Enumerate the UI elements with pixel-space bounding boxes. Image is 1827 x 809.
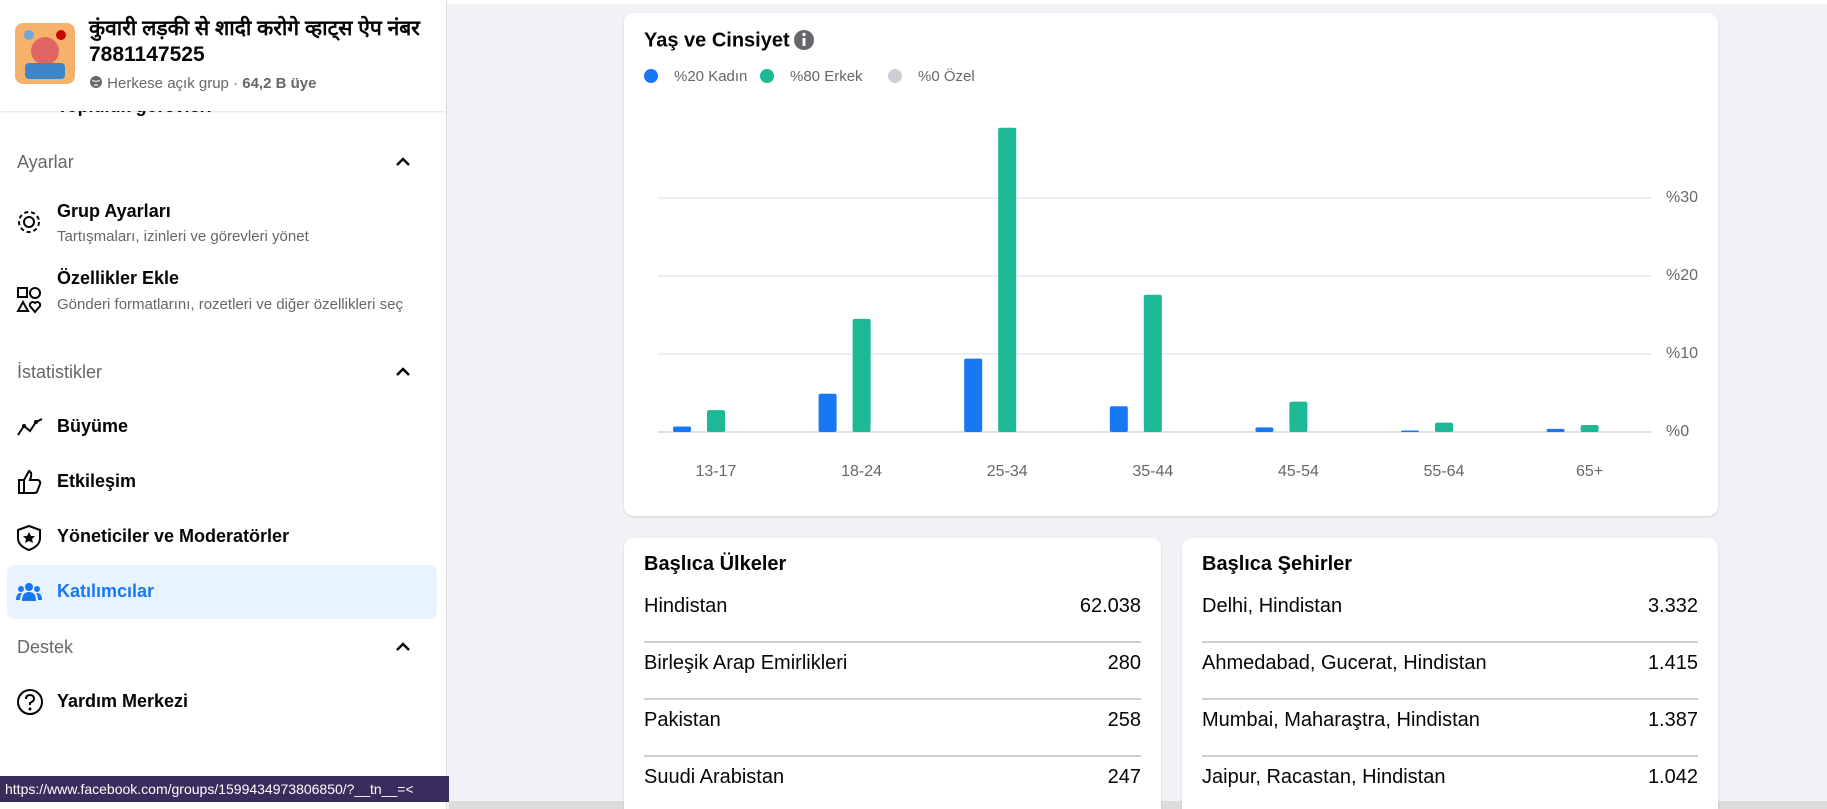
row-label: Delhi, Hindistan xyxy=(1202,595,1343,617)
menu-item[interactable]: Grup Ayarları xyxy=(57,201,171,221)
x-tick-label: 55-64 xyxy=(1424,463,1465,480)
bar xyxy=(1435,422,1453,432)
x-tick-label: 13-17 xyxy=(696,463,737,480)
menu-item[interactable]: Büyüme xyxy=(57,416,129,436)
table-row: Delhi, Hindistan 3.332 xyxy=(1202,586,1698,643)
table-row: Mumbai, Maharaştra, Hindistan 1.387 xyxy=(1202,700,1698,757)
y-tick-label: %20 xyxy=(1666,267,1698,284)
group-header: कुंवारी लड़की से शादी करोगे व्हाट्स ऐप न… xyxy=(0,0,446,111)
x-tick-label: 45-54 xyxy=(1278,463,1319,480)
legend-label: %0 Özel xyxy=(918,67,975,85)
menu-description: Tartışmaları, izinleri ve görevleri yöne… xyxy=(57,228,309,245)
bar xyxy=(1580,424,1599,432)
bar xyxy=(1289,401,1308,432)
bar xyxy=(1109,406,1128,432)
row-value: 3.332 xyxy=(1647,595,1698,617)
collapse-button[interactable] xyxy=(394,638,412,656)
table-card: Başlıca Şehirler Delhi, Hindistan 3.332 Ahm… xyxy=(1182,538,1718,809)
row-value: 1.387 xyxy=(1647,709,1698,731)
members[interactable]: 64,2 B üye xyxy=(229,75,317,92)
row-label: Jaipur, Racastan, Hindistan xyxy=(1202,766,1446,788)
x-tick-label: 65+ xyxy=(1576,463,1603,480)
status-url: https://www.facebook.com/groups/15994349… xyxy=(0,776,449,802)
section-title: Destek xyxy=(17,637,74,657)
shield-icon xyxy=(17,524,41,552)
chart-title: Yaş ve Cinsiyet xyxy=(644,29,790,51)
bar xyxy=(964,358,983,432)
members-icon xyxy=(16,583,42,601)
collapse-button[interactable] xyxy=(394,153,412,171)
bar xyxy=(1255,427,1274,432)
gear-icon xyxy=(18,211,40,233)
group-info: Herkese açık grup64,2 B üye xyxy=(89,75,316,92)
group-name[interactable]: कुंवारी लड़की से शादी करोगे व्हाट्स ऐप न… xyxy=(89,17,420,66)
y-tick-label: %10 xyxy=(1666,345,1698,362)
row-value: 280 xyxy=(1107,652,1141,674)
legend-marker xyxy=(644,69,658,83)
y-tick-label: %30 xyxy=(1666,189,1698,206)
row-value: 1.415 xyxy=(1647,652,1698,674)
globe-icon xyxy=(90,76,102,88)
table-row: Pakistan 258 xyxy=(644,700,1141,757)
chart-card: Yaş ve Cinsiyet %20 Kadın %80 Erkek %0 Öze… xyxy=(624,13,1718,516)
table-title: Başlıca Ülkeler xyxy=(644,553,787,575)
active-highlight xyxy=(7,565,437,619)
menu-description: Gönderi formatlarını, rozetleri ve diğer… xyxy=(57,296,403,313)
bar xyxy=(852,318,871,432)
bar xyxy=(1546,428,1565,432)
table-row: Hindistan 62.038 xyxy=(644,586,1141,643)
x-tick-label: 25-34 xyxy=(987,463,1028,480)
chart: Yaş ve Cinsiyet %20 Kadın %80 Erkek %0 Öze… xyxy=(644,29,1698,480)
growth-icon xyxy=(17,418,43,436)
bar xyxy=(818,393,837,432)
info-icon[interactable] xyxy=(794,30,814,50)
row-value: 1.042 xyxy=(1647,766,1698,788)
row-value: 247 xyxy=(1107,766,1141,788)
like-icon xyxy=(18,469,42,494)
section-title: İstatistikler xyxy=(17,362,103,382)
table-title: Başlıca Şehirler xyxy=(1202,553,1353,575)
legend-marker xyxy=(888,69,902,83)
row-value: 62.038 xyxy=(1079,595,1141,617)
legend-marker xyxy=(760,69,774,83)
x-tick-label: 18-24 xyxy=(841,463,882,480)
menu-item[interactable]: Özellikler Ekle xyxy=(57,268,180,288)
legend-label: %80 Erkek xyxy=(790,68,863,85)
row-value: 258 xyxy=(1107,709,1141,731)
top-bar xyxy=(447,0,1827,4)
table-row: Ahmedabad, Gucerat, Hindistan 1.415 xyxy=(1202,643,1698,700)
menu-item[interactable]: Yöneticiler ve Moderatörler xyxy=(57,526,290,546)
row-label: Ahmedabad, Gucerat, Hindistan xyxy=(1202,652,1487,674)
row-label: Mumbai, Maharaştra, Hindistan xyxy=(1202,709,1480,731)
sidebar: Topluluk görevleri कुंवारी लड़की से शादी… xyxy=(0,0,447,809)
section-title: Ayarlar xyxy=(17,152,74,172)
collapse-button[interactable] xyxy=(394,363,412,381)
help-icon xyxy=(17,689,43,715)
x-tick-label: 35-44 xyxy=(1132,463,1173,480)
row-label: Pakistan xyxy=(644,709,721,731)
row-label: Birleşik Arap Emirlikleri xyxy=(644,652,848,674)
menu-item[interactable]: Katılımcılar xyxy=(57,581,155,601)
table-row: Birleşik Arap Emirlikleri 280 xyxy=(644,643,1141,700)
row-label: Hindistan xyxy=(644,595,728,617)
menu-item[interactable]: Etkileşim xyxy=(57,471,137,491)
y-tick-label: %0 xyxy=(1666,423,1689,440)
bar xyxy=(707,410,725,432)
privacy: Herkese açık grup xyxy=(107,75,229,92)
bar xyxy=(1143,294,1162,432)
bar xyxy=(998,127,1017,433)
bar xyxy=(1401,430,1419,432)
bar xyxy=(673,426,691,432)
group-icon[interactable] xyxy=(15,23,75,84)
legend-label: %20 Kadın xyxy=(674,68,747,85)
table-row: Suudi Arabistan 247 xyxy=(644,757,1141,809)
menu-item[interactable]: Yardım Merkezi xyxy=(57,691,189,711)
features-icon xyxy=(16,287,42,314)
table-row: Jaipur, Racastan, Hindistan 1.042 xyxy=(1202,757,1698,809)
table-card: Başlıca Ülkeler Hindistan 62.038 Birleşik A… xyxy=(624,538,1161,809)
row-label: Suudi Arabistan xyxy=(644,766,785,788)
